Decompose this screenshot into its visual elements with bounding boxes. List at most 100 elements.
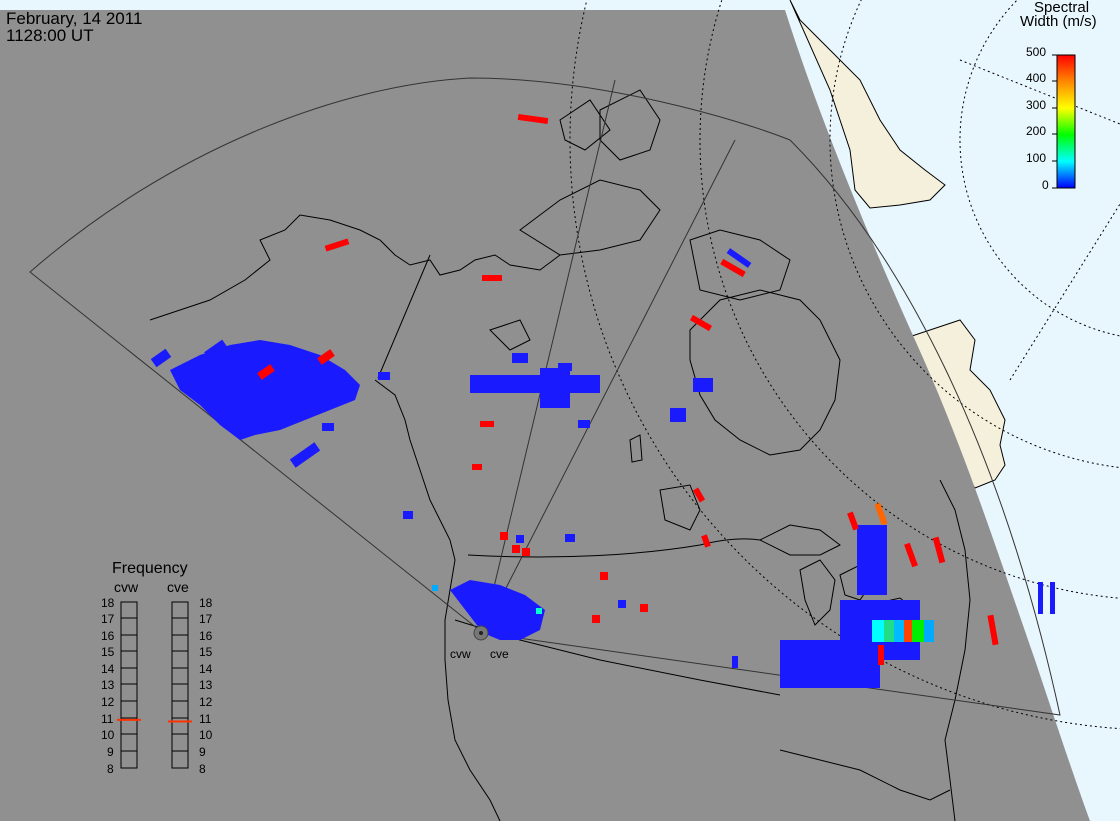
frequency-tick-right: 11 — [199, 712, 212, 726]
radar-echoes — [150, 113, 1055, 688]
echo-cell — [540, 368, 570, 408]
frequency-radar-label-cve: cve — [167, 579, 189, 595]
frequency-tick-left: 8 — [107, 762, 114, 776]
colorbar-tick-label: 0 — [1042, 178, 1049, 192]
frequency-tick-left: 10 — [101, 728, 115, 742]
colorbar-title-line1: Spectral — [1034, 0, 1090, 16]
frequency-tick-left: 9 — [107, 745, 114, 759]
echo-cell — [912, 620, 924, 642]
echo-cell — [403, 511, 413, 519]
echo-cell — [516, 535, 524, 543]
frequency-tick-left: 16 — [101, 629, 115, 643]
frequency-tick-right: 15 — [199, 645, 213, 659]
colorbar-tick-label: 200 — [1026, 124, 1047, 138]
echo-cell — [640, 604, 648, 612]
echo-cell — [1050, 582, 1055, 614]
echo-cell — [884, 620, 894, 642]
frequency-panel — [120, 601, 189, 769]
echo-cell — [1038, 582, 1043, 614]
echo-cell — [932, 536, 946, 564]
frequency-tick-right: 14 — [199, 662, 213, 676]
echo-fan-near-radar — [450, 580, 545, 640]
colorbar-tick-label: 100 — [1026, 151, 1047, 165]
frequency-tick-left: 17 — [101, 612, 115, 626]
date-label: February, 14 2011 — [6, 9, 143, 28]
radar-site-label-cvw: cvw — [450, 647, 471, 661]
greenland-day-land — [789, 0, 946, 209]
echo-cell — [536, 608, 542, 614]
echo-cell — [565, 534, 575, 542]
echo-cell — [872, 620, 884, 642]
echo-cell — [482, 275, 502, 281]
frequency-tick-left: 18 — [101, 596, 115, 610]
colorbar-title-line2: Width (m/s) — [1020, 13, 1097, 30]
echo-cell — [480, 421, 494, 427]
frequency-tick-right: 8 — [199, 762, 206, 776]
frequency-tick-left: 12 — [101, 695, 115, 709]
echo-cell — [780, 640, 880, 688]
latitude-grid — [569, 0, 1120, 730]
colorbar-tick-label: 500 — [1026, 45, 1047, 59]
frequency-radar-label-cvw: cvw — [114, 579, 139, 595]
echo-cell — [432, 585, 438, 591]
echo-cell — [924, 620, 934, 642]
frequency-tick-right: 17 — [199, 612, 213, 626]
frequency-tick-right: 16 — [199, 629, 213, 643]
echo-cell — [618, 600, 626, 608]
colorbar — [1056, 54, 1076, 189]
time-label: 1128:00 UT — [6, 26, 94, 45]
radar-site-label-cve: cve — [490, 647, 509, 661]
colorbar-ticks — [1052, 54, 1057, 189]
frequency-tick-right: 9 — [199, 745, 206, 759]
echo-cell — [558, 363, 572, 371]
echo-cell — [322, 423, 334, 431]
radar-site-marker — [479, 631, 483, 635]
night-side-region — [0, 10, 1090, 821]
coastlines — [149, 89, 971, 821]
frequency-tick-left: 11 — [101, 712, 114, 726]
echo-cell — [470, 375, 600, 393]
echo-cell — [204, 339, 228, 361]
echo-cell — [600, 572, 608, 580]
echo-cell — [289, 442, 321, 468]
echo-cell — [692, 487, 706, 503]
frequency-tick-right: 13 — [199, 678, 213, 692]
echo-cell — [578, 420, 590, 428]
frequency-title: Frequency — [112, 560, 188, 577]
echo-cell — [857, 525, 887, 595]
echo-cell — [378, 372, 390, 380]
echo-cell — [512, 545, 520, 553]
frequency-tick-left: 14 — [101, 662, 115, 676]
frequency-tick-left: 15 — [101, 645, 115, 659]
echo-cell — [689, 314, 713, 332]
frequency-tick-right: 12 — [199, 695, 213, 709]
echo-cell — [701, 534, 711, 548]
echo-cell — [720, 258, 746, 278]
echo-cell — [670, 408, 686, 422]
echo-cell — [987, 614, 999, 646]
echo-cell — [904, 620, 912, 642]
frequency-tick-right: 18 — [199, 596, 213, 610]
colorbar-tick-label: 400 — [1026, 71, 1047, 85]
echo-cell — [878, 645, 884, 665]
echo-cell — [904, 542, 918, 568]
echo-cell — [317, 349, 335, 365]
echo-cell — [726, 248, 752, 268]
echo-cell — [847, 511, 859, 531]
echo-cell — [874, 502, 888, 526]
echo-cluster-alaska — [170, 340, 360, 440]
echo-cell — [324, 238, 350, 252]
longitude-grid — [959, 59, 1120, 381]
colorbar-tick-label: 300 — [1026, 98, 1047, 112]
echo-cell — [472, 464, 482, 470]
echo-cell — [522, 548, 530, 556]
echo-cell — [732, 656, 738, 668]
frequency-tick-right: 10 — [199, 728, 213, 742]
echo-cell — [500, 532, 508, 540]
echo-cell — [693, 378, 713, 392]
echo-cell — [894, 620, 904, 642]
echo-cell — [512, 353, 528, 363]
frequency-tick-left: 13 — [101, 678, 115, 692]
